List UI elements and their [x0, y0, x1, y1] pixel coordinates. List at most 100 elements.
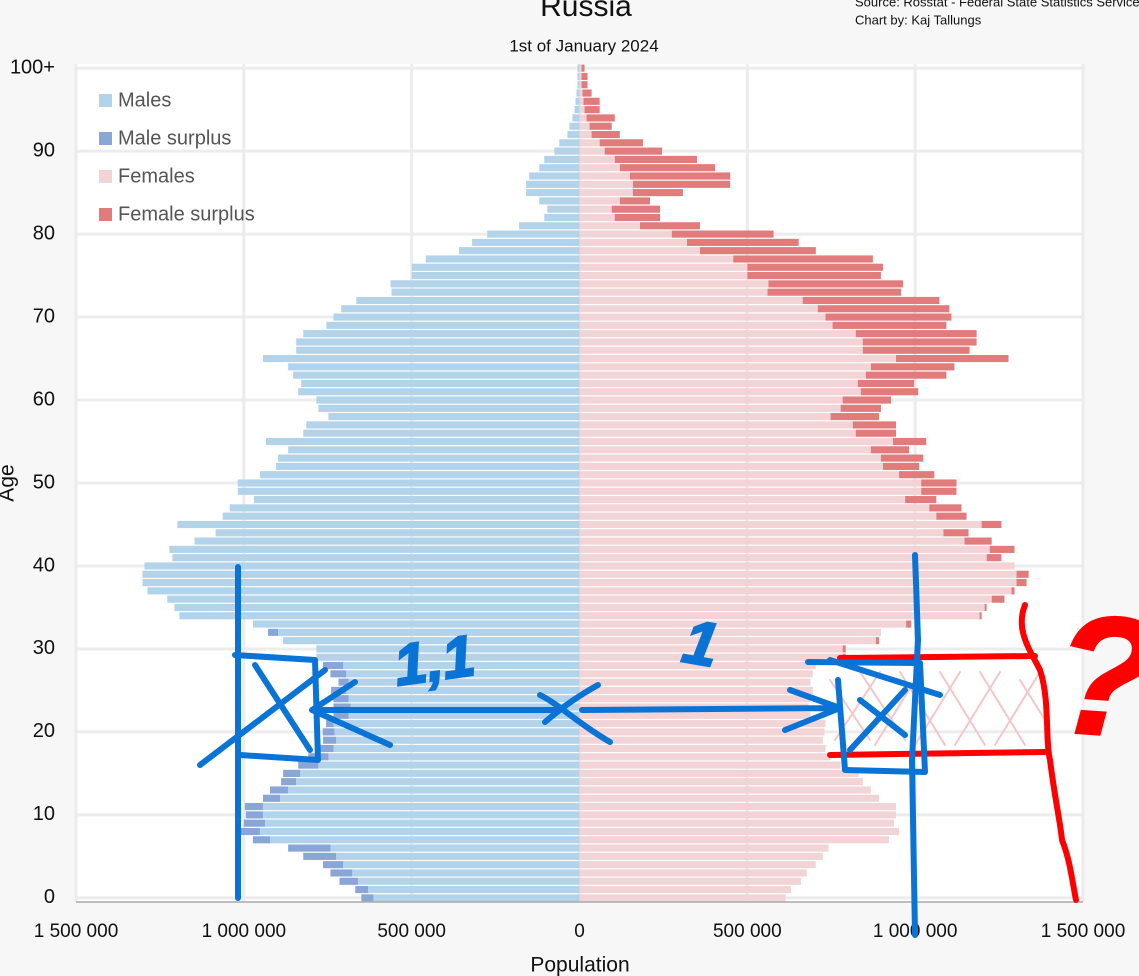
y-tick-label: 0	[44, 886, 55, 908]
surplus-bar	[964, 537, 992, 545]
bar	[579, 255, 734, 263]
bar	[172, 554, 580, 562]
surplus-bar	[875, 637, 879, 645]
y-tick-label: 70	[33, 305, 55, 327]
surplus-bar	[244, 803, 263, 811]
surplus-bar	[599, 139, 643, 147]
bar	[579, 147, 605, 155]
bar	[579, 844, 829, 852]
surplus-bar	[852, 421, 897, 429]
bar	[579, 122, 590, 130]
bar	[579, 603, 985, 612]
bar	[579, 537, 965, 545]
bar	[579, 628, 881, 636]
bar	[333, 720, 580, 728]
surplus-bar	[840, 404, 881, 412]
bar	[487, 230, 580, 238]
bar	[330, 844, 580, 852]
bar	[296, 778, 580, 786]
legend-swatch	[99, 170, 112, 183]
bar	[326, 321, 580, 329]
bar	[579, 404, 841, 412]
surplus-bar	[303, 852, 337, 860]
bar	[411, 272, 580, 280]
legend-swatch	[99, 208, 112, 221]
bar	[579, 429, 856, 437]
bar	[283, 637, 580, 645]
bar	[316, 396, 580, 404]
surplus-bar	[239, 827, 260, 836]
bar	[262, 811, 580, 819]
bar	[579, 769, 859, 777]
bar	[579, 396, 843, 404]
legend: Males Male surplus Females Female surplus	[99, 89, 255, 225]
chart-subtitle: 1st of January 2024	[509, 36, 658, 55]
surplus-bar	[899, 471, 935, 479]
bar	[177, 520, 580, 529]
surplus-bar	[1016, 570, 1029, 578]
surplus-bar	[860, 388, 919, 396]
bar	[215, 529, 580, 537]
bar	[579, 595, 992, 603]
bar	[579, 496, 906, 504]
surplus-bar	[333, 711, 349, 719]
surplus-bar	[896, 354, 1009, 363]
surplus-bar	[857, 379, 915, 388]
bar	[264, 819, 580, 827]
bar	[579, 637, 876, 645]
x-tick-label: 1 000 000	[202, 921, 287, 942]
bar	[539, 197, 580, 205]
bar	[579, 346, 863, 354]
annotations: 1,1 1?	[389, 578, 1139, 777]
bar	[579, 587, 1012, 595]
surplus-bar	[584, 106, 600, 114]
bar	[579, 106, 585, 114]
bar	[579, 620, 907, 628]
surplus-bar	[330, 869, 353, 877]
legend-label: Female surplus	[118, 203, 255, 225]
bar	[265, 437, 580, 446]
x-tick-label: 0	[574, 921, 585, 942]
y-tick-label: 60	[33, 388, 55, 410]
surplus-bar	[632, 189, 683, 197]
surplus-bar	[686, 238, 799, 246]
bar	[579, 172, 630, 180]
bar	[579, 338, 863, 346]
surplus-bar	[733, 255, 873, 263]
surplus-bar	[591, 130, 620, 139]
bar	[579, 578, 1017, 587]
surplus-bar	[338, 678, 349, 686]
bar	[356, 296, 580, 305]
bar	[288, 446, 580, 454]
legend-label: Males	[118, 89, 171, 111]
bar	[259, 827, 580, 836]
surplus-bar	[288, 844, 331, 852]
bar	[425, 255, 580, 263]
surplus-bar	[614, 213, 661, 222]
bar	[579, 819, 895, 827]
bar	[390, 280, 580, 288]
handwritten-annotation: ?	[1047, 579, 1139, 776]
x-tick-label: 500 000	[377, 921, 446, 942]
bar	[167, 595, 580, 603]
bar	[296, 346, 580, 354]
bar	[579, 869, 807, 877]
bar	[579, 877, 802, 885]
bar	[526, 180, 580, 188]
bar	[579, 164, 620, 172]
bar	[352, 869, 580, 877]
handwritten-annotation: 1,1	[390, 623, 479, 699]
bar	[579, 778, 863, 786]
bar	[328, 413, 580, 421]
bar	[579, 529, 944, 537]
surplus-bar	[581, 81, 588, 89]
surplus-bar	[882, 462, 920, 470]
bar	[579, 379, 858, 388]
bar	[569, 122, 580, 130]
bar	[579, 512, 937, 520]
bar	[303, 330, 580, 338]
bar	[288, 363, 580, 371]
bar	[579, 736, 823, 744]
bar	[579, 222, 640, 230]
surplus-bar	[326, 720, 334, 728]
